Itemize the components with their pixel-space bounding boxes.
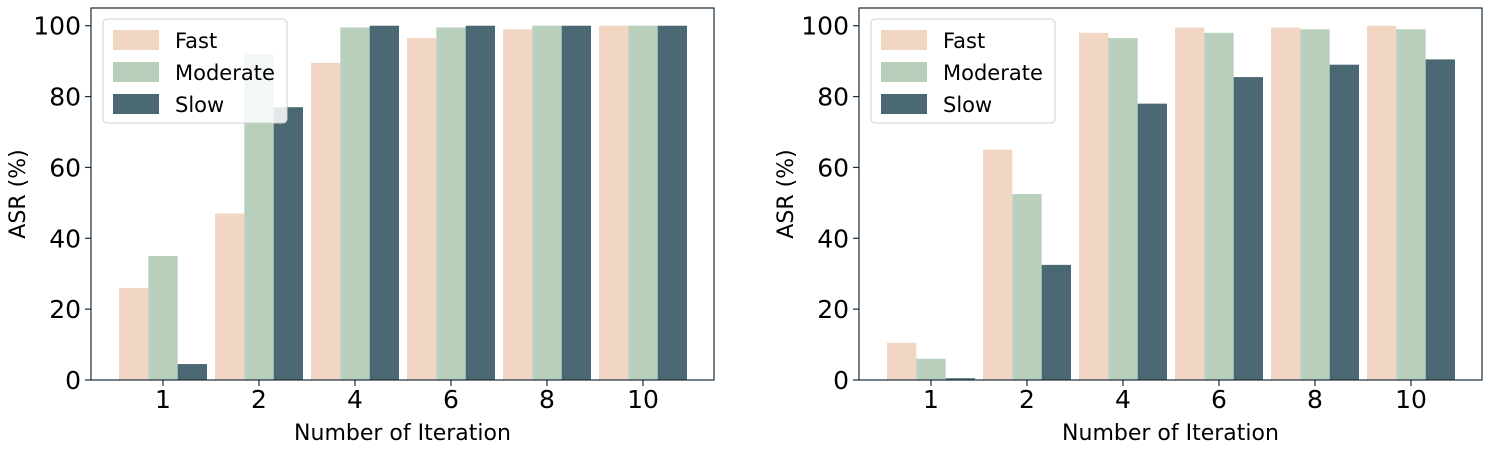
y-tick-label: 100 [801, 12, 849, 41]
bar-moderate-10 [1396, 29, 1426, 381]
bar-fast-1 [887, 342, 917, 380]
y-tick-label: 100 [33, 12, 81, 41]
bar-moderate-4 [340, 27, 370, 380]
bar-fast-8 [503, 29, 533, 381]
bar-fast-6 [1175, 27, 1205, 380]
legend-swatch-moderate [113, 62, 159, 82]
legend-swatch-fast [881, 30, 927, 50]
y-tick-label: 40 [49, 224, 81, 253]
x-tick-label: 10 [1395, 385, 1427, 414]
bar-slow-10 [1425, 59, 1455, 380]
y-tick-label: 80 [49, 83, 81, 112]
legend-label-moderate: Moderate [943, 61, 1043, 85]
legend-label-moderate: Moderate [175, 61, 275, 85]
x-tick-label: 2 [1019, 385, 1035, 414]
bar-moderate-10 [628, 25, 658, 380]
bar-slow-2 [1041, 264, 1071, 380]
x-tick-label: 8 [539, 385, 555, 414]
x-tick-label: 10 [627, 385, 659, 414]
bar-moderate-6 [1204, 32, 1234, 381]
bar-fast-2 [983, 149, 1013, 380]
bar-moderate-6 [436, 27, 466, 380]
legend-swatch-fast [113, 30, 159, 50]
chart-panel-1: 0 20 40 60 80 100 1 2 4 6 8 10 Number of Iteration AS… [6, 7, 715, 446]
bar-fast-10 [599, 25, 629, 380]
y-tick-label: 40 [817, 224, 849, 253]
bar-moderate-1 [916, 358, 946, 380]
bar-slow-8 [1329, 64, 1359, 380]
bar-slow-10 [657, 25, 687, 380]
y-tick-label: 20 [817, 295, 849, 324]
legend-swatch-slow [881, 94, 927, 114]
bar-slow-1 [945, 378, 975, 380]
legend-swatch-slow [113, 94, 159, 114]
x-tick-label: 1 [155, 385, 171, 414]
bar-slow-1 [177, 364, 207, 380]
y-tick-label: 0 [65, 366, 81, 395]
x-tick-label: 8 [1307, 385, 1323, 414]
bar-slow-2 [273, 107, 303, 380]
bar-slow-6 [465, 25, 495, 380]
bar-moderate-1 [148, 256, 178, 380]
legend-swatch-moderate [881, 62, 927, 82]
bar-fast-8 [1271, 27, 1301, 380]
y-tick-label: 0 [833, 366, 849, 395]
bar-fast-2 [215, 213, 245, 380]
y-tick-label: 80 [817, 83, 849, 112]
x-axis-label: Number of Iteration [294, 421, 511, 446]
plot-frame [90, 7, 715, 381]
x-tick-label: 6 [1211, 385, 1227, 414]
legend-label-fast: Fast [175, 29, 217, 53]
x-tick-label: 4 [1115, 385, 1131, 414]
x-tick-label: 4 [347, 385, 363, 414]
bar-slow-8 [561, 25, 591, 380]
bar-moderate-8 [532, 25, 562, 380]
y-tick-label: 60 [817, 153, 849, 182]
bar-moderate-2 [1012, 194, 1042, 380]
plot-frame [858, 7, 1483, 381]
legend: Fast Moderate Slow [870, 18, 1056, 124]
y-tick-label: 60 [49, 153, 81, 182]
bar-moderate-4 [1108, 38, 1138, 380]
bar-fast-1 [119, 287, 149, 380]
bar-moderate-8 [1300, 29, 1330, 381]
legend-label-fast: Fast [943, 29, 985, 53]
x-tick-label: 6 [443, 385, 459, 414]
x-tick-label: 1 [923, 385, 939, 414]
bar-fast-6 [407, 38, 437, 380]
bar-fast-4 [1079, 32, 1109, 381]
y-axis-label: ASR (%) [774, 149, 799, 238]
y-axis-label: ASR (%) [6, 149, 31, 238]
bar-slow-4 [369, 25, 399, 380]
y-tick-label: 20 [49, 295, 81, 324]
legend-label-slow: Slow [943, 93, 992, 117]
x-tick-label: 2 [251, 385, 267, 414]
legend: Fast Moderate Slow [102, 18, 288, 124]
x-axis-label: Number of Iteration [1062, 421, 1279, 446]
bar-slow-4 [1137, 103, 1167, 381]
bar-fast-10 [1367, 25, 1397, 380]
legend-label-slow: Slow [175, 93, 224, 117]
bar-fast-4 [311, 62, 341, 381]
bar-slow-6 [1233, 77, 1263, 380]
chart-panel-2: 0 20 40 60 80 100 1 2 4 6 8 10 Number of Iteration AS… [774, 7, 1483, 446]
